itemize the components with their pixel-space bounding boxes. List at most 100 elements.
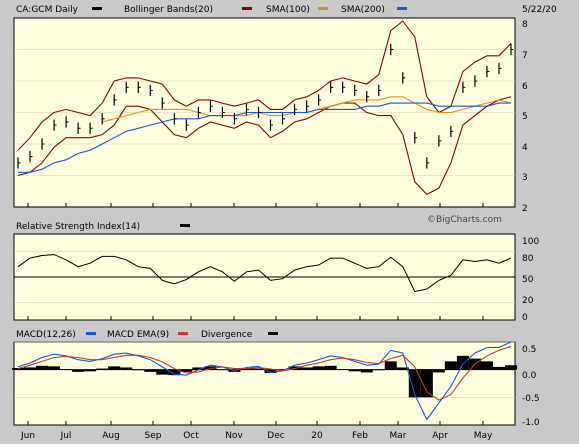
legend-swatch-sma200 (397, 7, 407, 10)
divergence-bar (312, 366, 325, 370)
rsi-series-lines (17, 254, 512, 293)
divergence-bar (96, 368, 109, 370)
price-y-tick-label: 6 (522, 82, 528, 92)
series-line-bollinger-lower (17, 96, 512, 196)
divergence-bar (372, 369, 385, 371)
rsi-panel: Relative Strength Index(14) 100 80 50 20… (13, 222, 539, 323)
x-tick-label: Jun (20, 431, 35, 441)
divergence-bar (180, 369, 193, 372)
x-tick-label: Jul (60, 431, 72, 441)
divergence-bar (456, 355, 469, 370)
divergence-bar (432, 369, 445, 373)
x-axis: Jun Jul Aug Sep Oct Nov Dec 20 Feb Mar Apr May (20, 203, 493, 441)
divergence-bar (408, 369, 421, 398)
legend-swatch-divergence (268, 332, 278, 335)
x-tick-label: Sep (145, 431, 162, 441)
macd-panel: MACD(12,26) MACD EMA(9) Divergence 0.5 0… (11, 330, 540, 428)
x-tick-label: May (474, 431, 493, 441)
divergence-bar (84, 369, 97, 372)
legend-swatch-price (92, 7, 102, 10)
divergence-bar (480, 361, 493, 370)
x-tick-label: 20 (311, 431, 323, 441)
rsi-y-tick-label: 50 (522, 275, 534, 285)
rsi-y-tick-label: 20 (522, 296, 534, 306)
x-tick-label: Aug (102, 431, 120, 441)
divergence-bar (444, 361, 457, 370)
price-y-tick-label: 7 (522, 51, 528, 61)
price-y-tick-label: 3 (522, 173, 528, 183)
price-y-tick-label: 8 (522, 20, 528, 30)
series-line-bollinger-upper (17, 20, 512, 151)
rsi-y-axis: 100 80 50 20 0 (522, 237, 539, 323)
rsi-gridlines (14, 250, 515, 304)
divergence-bar (132, 369, 145, 371)
divergence-bar (168, 369, 181, 376)
divergence-bar (156, 369, 169, 375)
legend-swatch-bollinger (242, 7, 252, 10)
divergence-bar (324, 365, 337, 370)
divergence-bar (288, 366, 301, 370)
divergence-bar (396, 367, 409, 370)
price-y-tick-label: 2 (522, 204, 528, 214)
macd-series-lines (17, 341, 512, 421)
divergence-bar (492, 366, 505, 370)
price-y-axis: 8 7 6 5 4 3 2 (522, 20, 528, 214)
divergence-legend-label: Divergence (201, 330, 253, 340)
divergence-bar (348, 369, 361, 372)
x-tick-label: Dec (267, 431, 284, 441)
divergence-bar (72, 369, 85, 372)
legend-label-bollinger: Bollinger Bands(20) (124, 5, 213, 15)
price-series-lines (17, 20, 514, 196)
x-tick-label: Nov (225, 431, 243, 441)
divergence-bar (504, 365, 518, 370)
divergence-bar (420, 369, 433, 398)
x-tick-label: Mar (390, 431, 407, 441)
macd-divergence-bars (11, 355, 518, 398)
rsi-y-tick-label: 100 (522, 237, 539, 247)
price-panel: 8 7 6 5 4 3 2 CA:GCM Daily Bollinger Ban… (13, 5, 557, 225)
bigcharts-watermark: ©BigCharts.com (427, 215, 502, 225)
rsi-y-tick-label: 0 (522, 313, 528, 323)
divergence-bar (264, 369, 277, 373)
x-tick-label: Apr (432, 431, 448, 441)
rsi-panel-title: Relative Strength Index(14) (16, 222, 140, 232)
divergence-bar (11, 368, 25, 370)
x-tick-label: Feb (352, 431, 368, 441)
macd-ema-legend-label: MACD EMA(9) (107, 330, 169, 340)
divergence-bar (120, 367, 133, 370)
price-y-tick-label: 4 (522, 143, 528, 153)
series-line-sma-200- (18, 102, 511, 173)
divergence-bar (60, 369, 73, 370)
divergence-bar (36, 365, 49, 370)
price-y-tick-label: 5 (522, 112, 528, 122)
price-chart-title: CA:GCM Daily (16, 5, 79, 15)
legend-swatch-macd-ema (178, 332, 188, 335)
divergence-bar (24, 367, 37, 370)
divergence-bar (216, 369, 229, 371)
series-line-rsi (17, 254, 512, 293)
divergence-bar (108, 366, 121, 370)
x-tick-label: Oct (183, 431, 199, 441)
macd-legend-label: MACD(12,26) (16, 330, 76, 340)
divergence-bar (336, 369, 349, 370)
chart-date-label: 5/22/20 (522, 5, 557, 15)
legend-label-sma100: SMA(100) (266, 5, 310, 15)
rsi-y-tick-label: 80 (522, 254, 534, 264)
macd-y-tick-label: -0.5 (522, 394, 540, 404)
macd-y-tick-label: 0.0 (522, 371, 537, 381)
legend-label-sma200: SMA(200) (341, 5, 385, 15)
divergence-bar (144, 369, 157, 372)
divergence-bar (204, 366, 217, 370)
macd-y-tick-label: -1.0 (522, 418, 540, 428)
legend-swatch-rsi (180, 224, 190, 227)
divergence-bar (252, 368, 265, 370)
series-line-macd-ema-9- (17, 345, 512, 401)
price-legend: CA:GCM Daily Bollinger Bands(20) SMA(100… (16, 5, 557, 15)
macd-y-axis: 0.5 0.0 -0.5 -1.0 (522, 345, 540, 428)
series-line-macd-12-26- (17, 341, 512, 421)
macd-plot-area (13, 341, 516, 426)
legend-swatch-macd (86, 332, 96, 335)
divergence-bar (384, 361, 397, 370)
divergence-bar (360, 369, 373, 373)
